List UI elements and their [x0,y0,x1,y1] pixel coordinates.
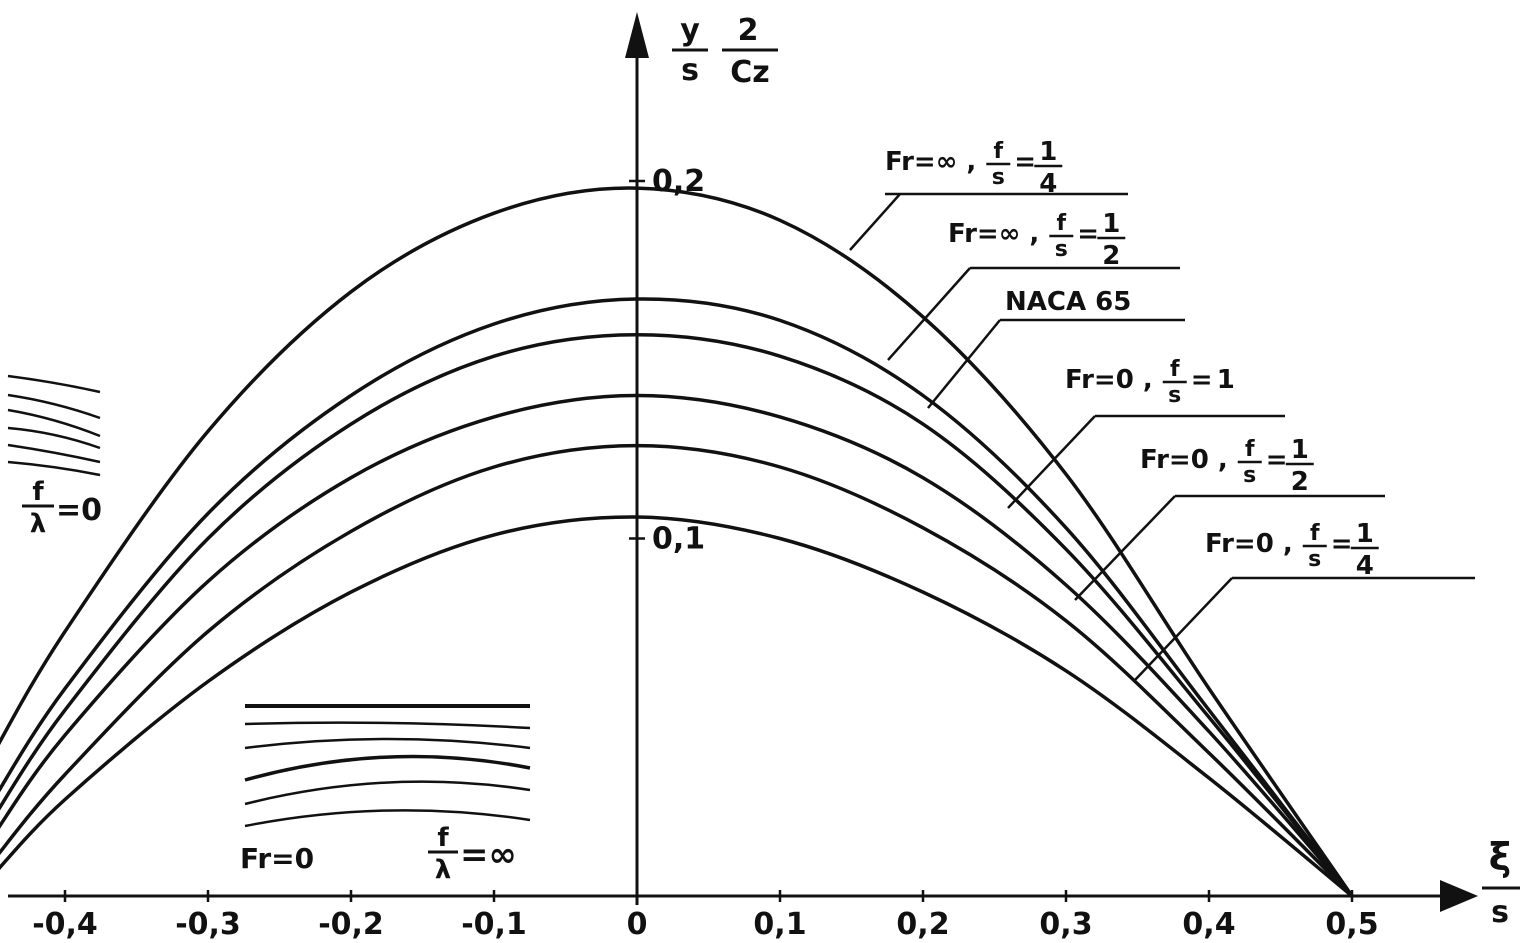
x-tick-label: -0,4 [32,907,98,942]
series-label: Fr=0 , [1205,529,1293,559]
series-val-num: 1 [1291,435,1309,465]
series-frac-num: f [994,139,1004,164]
label-leader [849,193,901,251]
y-title-den1: s [681,53,699,88]
inset-left-line [7,408,101,438]
curves [0,186,1354,898]
series-frac-num: f [1245,437,1255,462]
x-title-den: s [1491,895,1509,930]
series-curve-1 [0,186,1354,897]
x-tick-label: 0,5 [1325,907,1378,942]
y-axis-arrow [625,12,649,58]
inset-left-eq: =0 [56,493,102,528]
series-label: Fr=∞ , [885,147,976,177]
inset-left-num: f [32,477,44,507]
inset-bottom-den: λ [435,855,451,885]
y-title-num2: 2 [738,13,759,48]
inset-left-line [7,393,101,420]
x-tick-label: 0,3 [1039,907,1092,942]
series-val-den: 4 [1039,169,1057,199]
x-axis-arrow [1440,880,1478,912]
x-tick-label: -0,1 [461,907,527,942]
label-leader [927,319,1001,409]
series-frac-num: f [1170,357,1180,382]
series-val-num: 1 [1217,365,1235,395]
y-title-den2: Cz [730,55,769,90]
label-leader [1007,415,1096,509]
inset-bottom-num: f [437,823,449,853]
series-label: NACA 65 [1005,287,1131,317]
series-frac-den: s [1055,237,1068,262]
inset-left-line [7,426,101,450]
inset-bottom-label1: Fr=0 [240,842,314,875]
inset-left-line [7,460,101,477]
inset-left-line [7,443,101,464]
series-frac-den: s [992,165,1005,190]
series-val-num: 1 [1039,137,1057,167]
series-frac-den: s [1243,463,1256,488]
series-curve-3 [0,332,1354,898]
series-val-den: 2 [1102,241,1120,271]
series-eq: = [1266,445,1288,475]
inset-left-den: λ [30,509,46,539]
x-ticks: -0,4 -0,3 -0,2 -0,1 0 0,1 0,2 0,3 0,4 0,5 [32,890,1379,942]
x-tick-label: 0,4 [1182,907,1235,942]
series-label: Fr=0 , [1065,365,1153,395]
x-tick-label: -0,2 [318,907,384,942]
series-val-num: 1 [1102,209,1120,239]
x-tick-label: 0 [627,907,648,942]
inset-bottom-line [244,780,531,806]
series-label: Fr=∞ , [948,219,1039,249]
inset-bottom-line [244,737,531,750]
x-title-num: ξ [1489,835,1511,879]
series-curve-6 [0,515,1354,898]
series-frac-den: s [1168,383,1181,408]
series-frac-num: f [1310,521,1320,546]
inset-left-line [7,374,101,394]
series-val-den: 2 [1291,467,1309,497]
label-leader [1134,577,1233,681]
series-eq: = [1014,147,1036,177]
inset-bottom-line [244,754,531,782]
inset-bottom-eq: =∞ [460,835,517,875]
series-eq: = [1077,219,1099,249]
series-curve-2 [0,297,1354,898]
inset-bottom-line [244,721,531,730]
series-frac-den: s [1308,547,1321,572]
series-val-num: 1 [1356,519,1374,549]
series-val-den: 4 [1356,551,1374,581]
y-title-num1: y [680,13,700,48]
series-frac-num: f [1057,211,1067,236]
y-axis-title: y s 2 Cz [672,13,778,90]
y-tick-label: 0,1 [652,522,705,557]
x-tick-label: 0,2 [896,907,949,942]
axes [8,12,1478,912]
y-ticks: 0,10,2 [629,164,705,557]
inset-left: f λ =0 [7,374,102,539]
series-label: Fr=0 , [1140,445,1228,475]
x-axis-title: ξ s [1482,835,1520,930]
inset-bottom: Fr=0 f λ =∞ [240,704,531,885]
x-tick-label: 0,1 [753,907,806,942]
series-eq: = [1191,365,1213,395]
label-leader [1074,495,1176,601]
axis-titles: y s 2 Cz ξ s [672,13,1520,930]
x-tick-label: -0,3 [175,907,241,942]
series-curve-5 [0,443,1354,898]
series-eq: = [1331,529,1353,559]
label-leader [887,267,971,361]
inset-bottom-line [244,809,531,828]
series-curve-4 [0,393,1354,898]
